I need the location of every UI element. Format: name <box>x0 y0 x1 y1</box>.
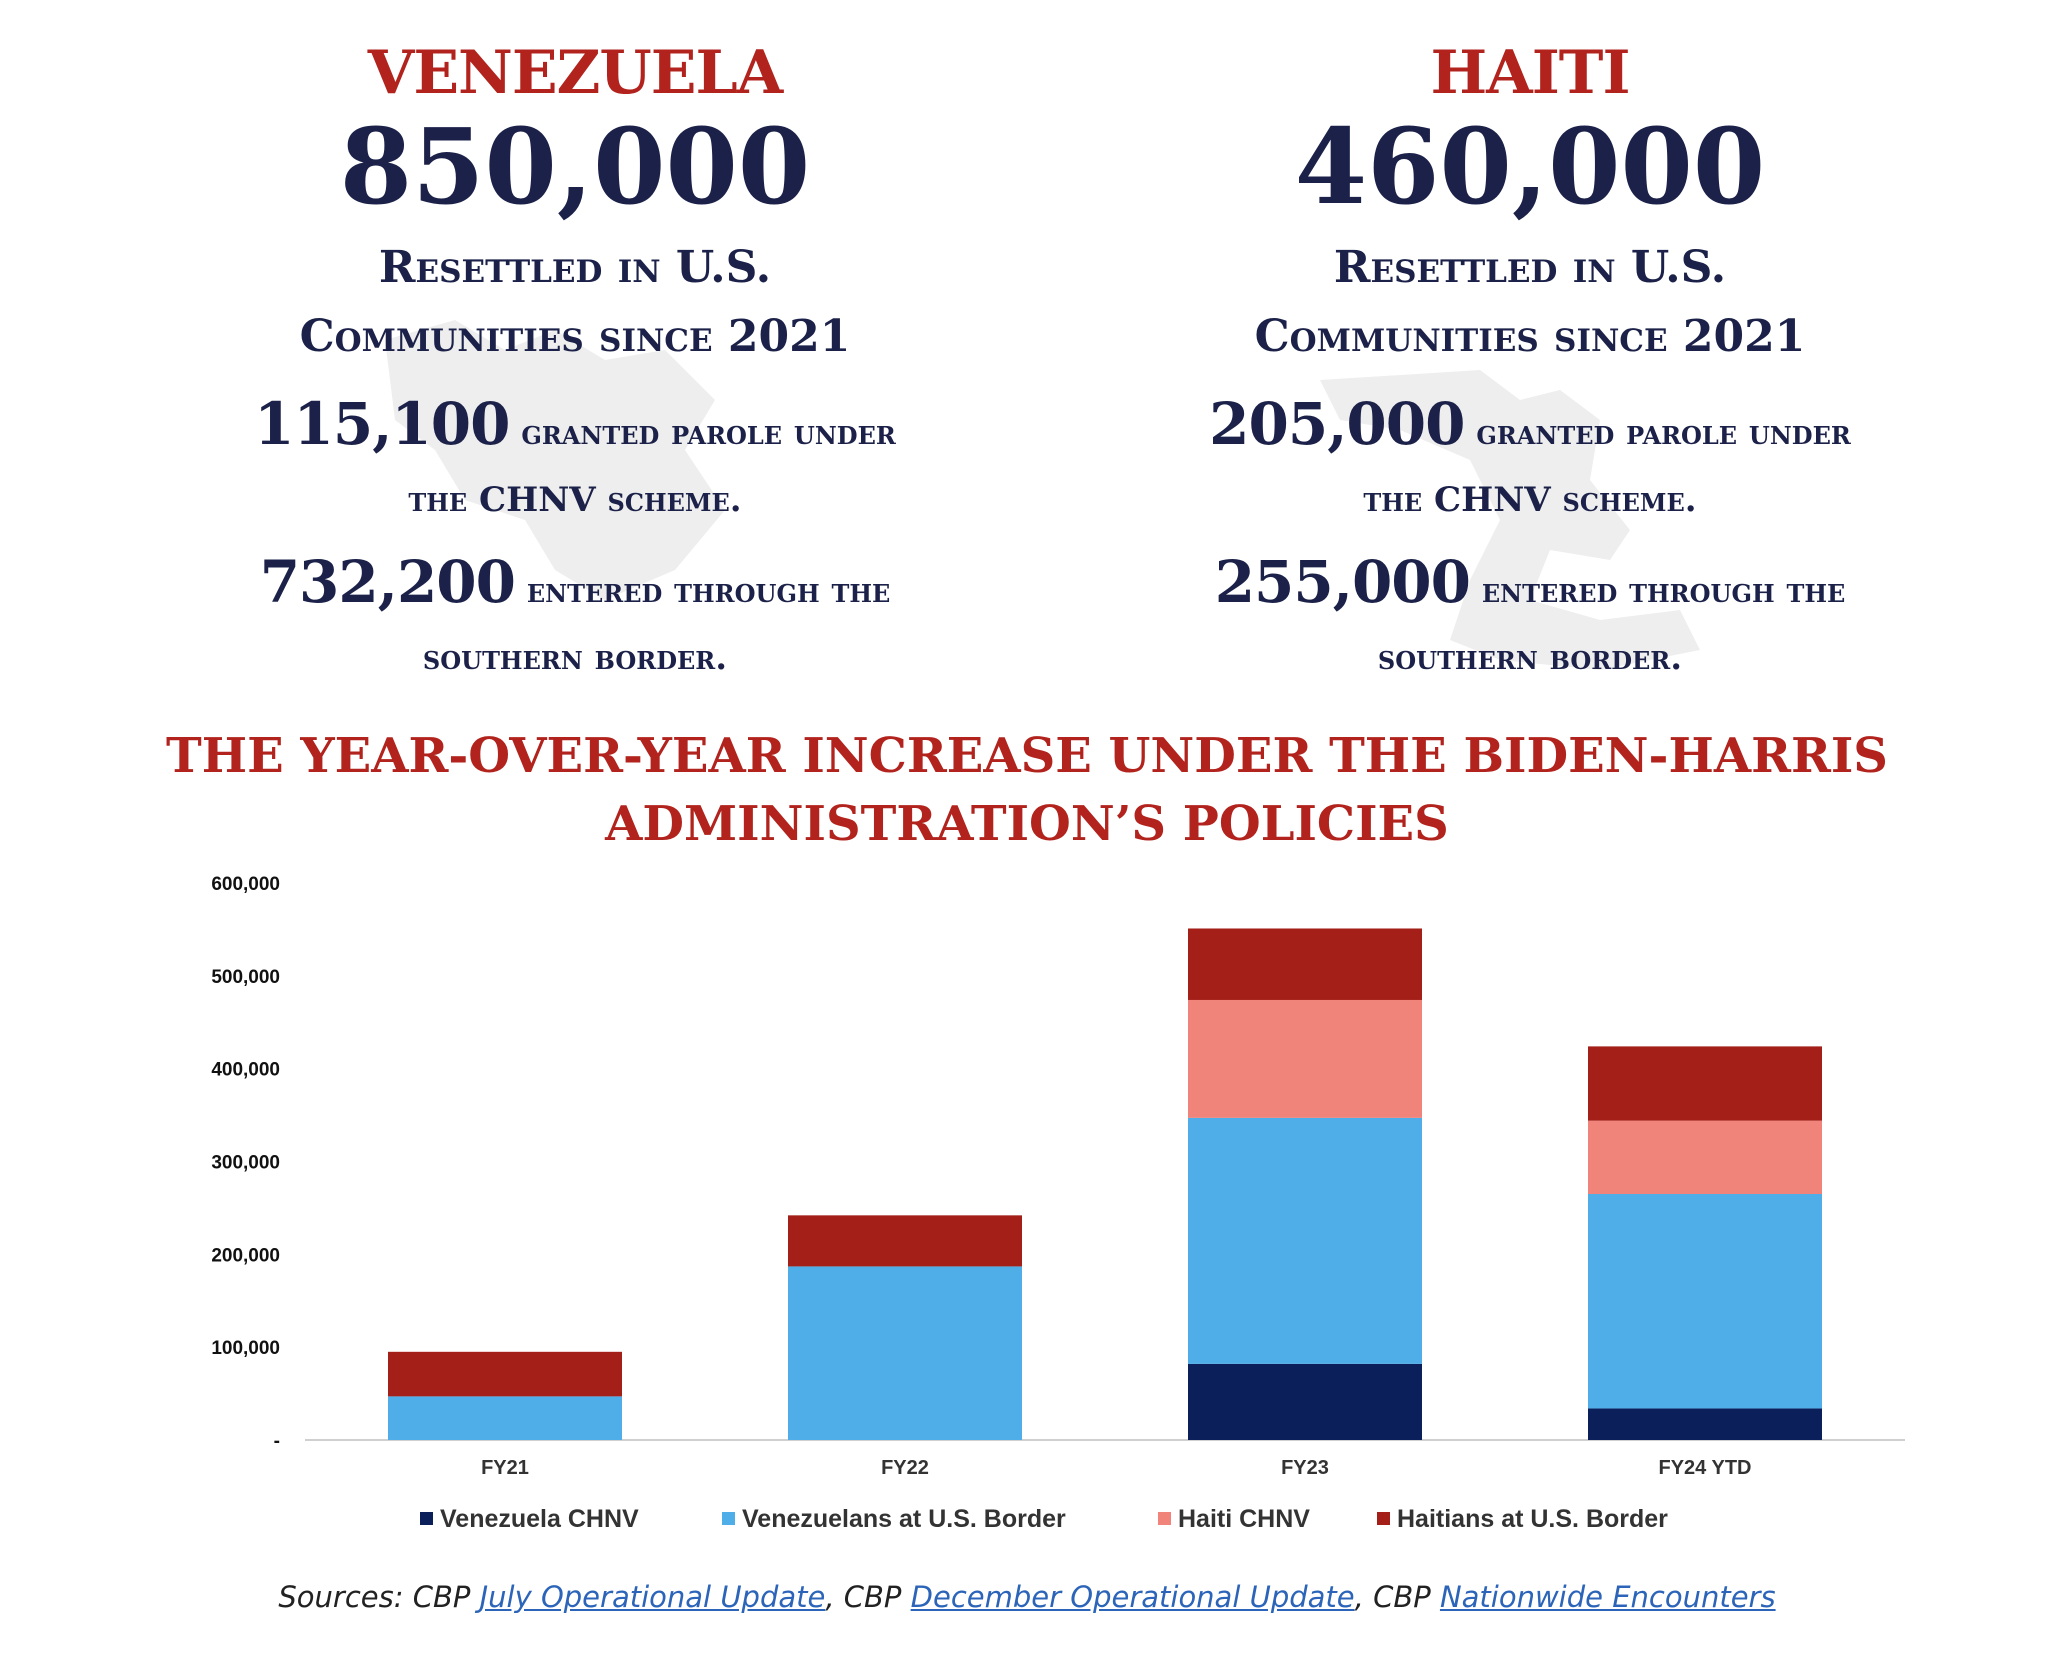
legend-label: Venezuela CHNV <box>440 1505 639 1533</box>
bar-segment <box>388 1396 622 1440</box>
y-tick-label: 300,000 <box>211 1153 280 1174</box>
haiti-border-text2: southern border. <box>1377 638 1683 679</box>
haiti-total: 460,000 <box>1294 105 1766 228</box>
venezuela-panel: VENEZUELA 850,000 Resettled in U.S. Comm… <box>125 40 1025 686</box>
bar-segment <box>1588 1120 1822 1194</box>
chart-title-line2: ADMINISTRATION’S POLICIES <box>605 796 1449 852</box>
y-tick-label: - <box>274 1431 280 1452</box>
haiti-panel: HAITI 460,000 Resettled in U.S. Communit… <box>1080 40 1980 686</box>
x-tick-label: FY23 <box>1281 1457 1329 1479</box>
y-tick-label: 600,000 <box>211 874 280 895</box>
haiti-parole-text1: granted parole under <box>1476 412 1851 453</box>
bar-segment <box>788 1215 1022 1267</box>
x-tick-label: FY21 <box>481 1457 529 1479</box>
x-tick-label: FY22 <box>881 1457 929 1479</box>
bar-segment <box>1588 1408 1822 1440</box>
bar-segment <box>1188 1117 1422 1364</box>
y-tick-label: 200,000 <box>211 1245 280 1266</box>
haiti-map-silhouette <box>1320 370 1700 670</box>
haiti-border-text1: entered through the <box>1481 570 1846 611</box>
bar-segment <box>1588 1046 1822 1121</box>
haiti-parole-stat: 205,000 granted parole under the CHNV sc… <box>1080 377 1980 529</box>
source-link-july[interactable]: July Operational Update <box>479 1580 826 1614</box>
source-link-december[interactable]: December Operational Update <box>910 1580 1355 1614</box>
x-tick-label: FY24 YTD <box>1659 1457 1752 1479</box>
chart-title: THE YEAR-OVER-YEAR INCREASE UNDER THE BI… <box>0 722 2054 858</box>
sources-prefix: Sources: CBP <box>278 1580 480 1614</box>
venezuela-border-text1: entered through the <box>526 570 891 611</box>
legend-label: Haitians at U.S. Border <box>1397 1505 1668 1533</box>
venezuela-map-silhouette <box>385 320 725 600</box>
legend-swatch <box>1377 1512 1390 1525</box>
legend-label: Venezuelans at U.S. Border <box>742 1505 1066 1533</box>
venezuela-border-stat: 732,200 entered through the southern bor… <box>125 535 1025 687</box>
venezuela-parole-number: 115,100 <box>254 389 510 458</box>
legend-swatch <box>722 1512 735 1525</box>
haiti-parole-number: 205,000 <box>1209 389 1465 458</box>
haiti-title: HAITI <box>1430 38 1630 108</box>
bar-segment <box>388 1351 622 1397</box>
y-tick-label: 500,000 <box>211 967 280 988</box>
source-link-nationwide[interactable]: Nationwide Encounters <box>1439 1580 1776 1614</box>
legend-label: Haiti CHNV <box>1178 1505 1310 1533</box>
bar-segment <box>1588 1193 1822 1409</box>
sources-line: Sources: CBP July Operational Update, CB… <box>0 1580 2054 1614</box>
bar-segment <box>1188 928 1422 1000</box>
legend-swatch <box>1158 1512 1171 1525</box>
stacked-bar-chart: - 100,000 200,000 300,000 400,000 500,000 600,… <box>211 874 1905 1533</box>
venezuela-title: VENEZUELA <box>367 38 783 108</box>
venezuela-parole-text2: the CHNV scheme. <box>408 480 742 521</box>
venezuela-parole-text1: granted parole under <box>521 412 896 453</box>
y-tick-label: 100,000 <box>211 1338 280 1359</box>
y-tick-label: 400,000 <box>211 1060 280 1081</box>
venezuela-parole-stat: 115,100 granted parole under the CHNV sc… <box>125 377 1025 529</box>
chart-title-line1: THE YEAR-OVER-YEAR INCREASE UNDER THE BI… <box>166 728 1888 784</box>
haiti-resettled-line2: Communities since 2021 <box>1254 310 1806 362</box>
venezuela-border-text2: southern border. <box>422 638 728 679</box>
haiti-resettled-line1: Resettled in U.S. <box>1333 242 1727 294</box>
bar-segment <box>788 1266 1022 1440</box>
legend-swatch <box>420 1512 433 1525</box>
sources-separator-1: , CBP <box>825 1580 911 1614</box>
sources-separator-2: , CBP <box>1354 1580 1440 1614</box>
venezuela-resettled-line1: Resettled in U.S. <box>378 242 772 294</box>
haiti-parole-text2: the CHNV scheme. <box>1363 480 1697 521</box>
bar-segment <box>1188 999 1422 1118</box>
venezuela-resettled-line2: Communities since 2021 <box>299 310 851 362</box>
bar-segment <box>1188 1363 1422 1440</box>
venezuela-total: 850,000 <box>339 105 811 228</box>
haiti-border-stat: 255,000 entered through the southern bor… <box>1080 535 1980 687</box>
venezuela-border-number: 732,200 <box>259 547 516 616</box>
haiti-border-number: 255,000 <box>1214 547 1471 616</box>
